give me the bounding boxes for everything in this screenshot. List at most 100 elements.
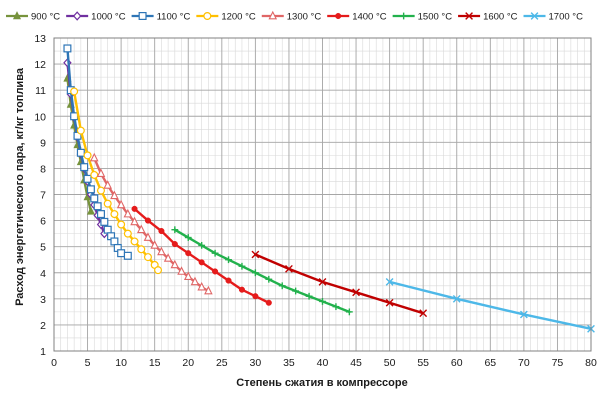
y-tick-label: 5: [40, 242, 46, 254]
data-point: [110, 237, 119, 246]
y-tick-label: 1: [40, 346, 46, 358]
data-point: [183, 271, 193, 281]
data-point: [86, 185, 95, 194]
data-point: [143, 253, 152, 262]
x-tick-label: 55: [417, 357, 429, 369]
data-point: [154, 266, 163, 275]
series-6: [171, 226, 353, 316]
x-tick-label: 75: [552, 357, 564, 369]
data-point: [238, 286, 245, 293]
legend-swatch-marker: [530, 12, 539, 20]
data-point: [177, 266, 186, 275]
data-point: [452, 294, 461, 303]
series-3: [70, 87, 163, 275]
data-point: [136, 224, 146, 234]
x-tick-label: 40: [317, 357, 329, 369]
data-point: [171, 226, 179, 234]
data-point: [123, 208, 133, 218]
legend-swatch-marker: [465, 12, 473, 20]
y-tick-label: 9: [40, 137, 46, 149]
data-point: [96, 168, 106, 177]
data-point: [212, 268, 219, 275]
legend-swatch-marker: [138, 12, 147, 21]
data-point: [225, 256, 232, 264]
data-point: [86, 206, 95, 215]
legend-label: 1600 °C: [483, 12, 518, 23]
legend-item: 1100 °C: [131, 12, 190, 23]
legend-label: 1400 °C: [352, 12, 387, 23]
x-tick-label: 20: [182, 357, 194, 369]
data-point: [345, 308, 353, 316]
y-tick-label: 4: [40, 268, 46, 280]
data-point: [285, 264, 293, 273]
data-point: [158, 227, 165, 235]
series-line: [254, 253, 425, 315]
data-point: [93, 202, 102, 211]
x-tick-label: 30: [250, 357, 262, 369]
data-point: [110, 190, 119, 200]
data-point: [90, 170, 99, 179]
plot-border: [53, 37, 592, 352]
x-axis-title: Степень сжатия в компрессоре: [236, 377, 407, 389]
data-point: [305, 292, 313, 300]
data-point: [198, 259, 205, 266]
data-point: [143, 232, 153, 241]
legend-swatch-marker: [400, 12, 408, 20]
legend-swatch-marker: [12, 11, 22, 20]
data-point: [185, 250, 192, 257]
series-5: [131, 205, 272, 306]
x-tick-label: 35: [283, 357, 295, 369]
x-tick-label: 80: [585, 357, 597, 369]
legend-item: 1300 °C: [261, 10, 322, 23]
legend-item: 1700 °C: [523, 12, 583, 23]
x-tick-label: 25: [216, 357, 228, 369]
data-point: [83, 174, 92, 183]
x-tick-label: 65: [484, 357, 496, 369]
legend-label: 1300 °C: [287, 12, 322, 23]
data-point: [292, 287, 300, 295]
data-point: [157, 246, 166, 256]
data-point: [117, 220, 126, 229]
data-point: [96, 210, 105, 219]
y-tick-label: 2: [40, 320, 46, 332]
legend-label: 1500 °C: [418, 12, 453, 23]
y-tick-label: 11: [35, 85, 46, 97]
legend-label: 1200 °C: [221, 12, 256, 23]
legend-swatch-marker: [335, 12, 342, 20]
data-point: [123, 229, 132, 238]
data-point: [265, 299, 272, 306]
data-point: [130, 237, 139, 246]
x-tick-label: 45: [350, 357, 362, 369]
x-tick-label: 5: [85, 357, 91, 369]
series-7: [251, 250, 428, 318]
data-point: [116, 199, 126, 209]
data-point: [519, 310, 528, 319]
data-point: [100, 217, 109, 226]
data-point: [103, 180, 112, 189]
legend-swatch-marker: [268, 10, 278, 20]
data-point: [76, 148, 85, 157]
data-point: [89, 152, 99, 162]
data-point: [103, 199, 112, 208]
data-point: [278, 282, 286, 290]
data-point: [103, 225, 112, 234]
data-point: [225, 277, 232, 284]
data-point: [385, 298, 394, 307]
data-point: [211, 249, 219, 257]
data-point: [70, 112, 79, 121]
x-tick-label: 70: [518, 357, 530, 369]
data-point: [110, 210, 119, 219]
data-point: [96, 186, 105, 195]
y-tick-label: 12: [34, 59, 46, 71]
legend-item: 1600 °C: [458, 12, 518, 23]
data-point: [252, 293, 259, 300]
data-point: [123, 251, 132, 260]
data-point: [251, 269, 259, 277]
legend-item: 1200 °C: [196, 12, 256, 23]
x-tick-label: 10: [115, 357, 127, 369]
data-point: [251, 250, 260, 259]
data-point: [70, 87, 79, 96]
legend-swatch-marker: [203, 12, 212, 21]
legend-label: 1000 °C: [91, 12, 126, 23]
y-tick-label: 6: [40, 216, 46, 228]
